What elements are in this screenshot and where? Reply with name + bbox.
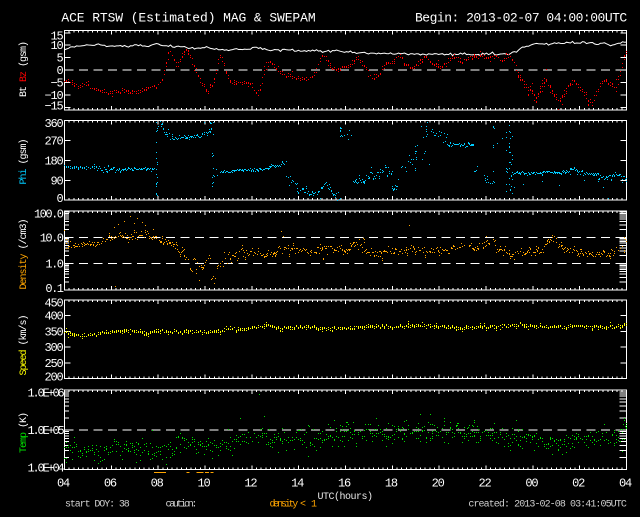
svg-text:12: 12 <box>244 477 257 491</box>
svg-text:04: 04 <box>57 477 70 491</box>
svg-text:1.0E+04: 1.0E+04 <box>27 462 64 476</box>
svg-text:18: 18 <box>385 477 398 491</box>
svg-text:14: 14 <box>291 477 304 491</box>
svg-text:start DOY: 38: start DOY: 38 <box>65 499 130 510</box>
svg-text:Begin: 2013-02-07 04:00:00UTC: Begin: 2013-02-07 04:00:00UTC <box>415 10 627 25</box>
svg-text:08: 08 <box>151 477 164 491</box>
svg-text:1.0: 1.0 <box>45 258 63 272</box>
svg-text:350: 350 <box>44 325 63 339</box>
svg-text:Bt Bz (gsm): Bt Bz (gsm) <box>18 42 30 97</box>
svg-text:16: 16 <box>338 477 351 491</box>
svg-text:15: 15 <box>50 29 63 43</box>
svg-text:90: 90 <box>50 174 63 188</box>
svg-text:250: 250 <box>44 357 63 371</box>
svg-text:400: 400 <box>44 310 63 324</box>
svg-text:450: 450 <box>44 297 63 311</box>
svg-text:1.0E+06: 1.0E+06 <box>27 387 64 401</box>
svg-text:< 1: < 1 <box>300 499 317 510</box>
svg-text:Speed (km/s): Speed (km/s) <box>18 315 30 375</box>
svg-text:0: 0 <box>56 64 63 78</box>
svg-text:10: 10 <box>197 477 210 491</box>
svg-text:0.1: 0.1 <box>45 282 63 296</box>
svg-text:300: 300 <box>44 341 63 355</box>
svg-text:UTC(hours): UTC(hours) <box>318 491 373 503</box>
svg-text:100.0: 100.0 <box>34 208 64 222</box>
svg-text:360: 360 <box>44 117 63 131</box>
svg-text:caution:: caution: <box>166 498 196 510</box>
svg-text:10.0: 10.0 <box>40 231 64 245</box>
svg-text:20: 20 <box>432 477 445 491</box>
svg-text:02: 02 <box>572 477 585 491</box>
svg-text:Phi (gsm): Phi (gsm) <box>18 139 30 184</box>
svg-text:270: 270 <box>44 134 63 148</box>
svg-text:0: 0 <box>56 192 63 206</box>
svg-text:22: 22 <box>478 477 491 491</box>
svg-text:04: 04 <box>619 477 632 491</box>
svg-text:00: 00 <box>525 477 538 491</box>
svg-text:180: 180 <box>44 154 63 168</box>
svg-text:created: 2013-02-08 03:41:05UT: created: 2013-02-08 03:41:05UTC <box>468 498 626 510</box>
svg-text:06: 06 <box>104 477 117 491</box>
svg-text:1.0E+05: 1.0E+05 <box>27 424 64 438</box>
svg-text:200: 200 <box>44 371 63 385</box>
svg-text:Density (/cm3): Density (/cm3) <box>18 219 30 289</box>
svg-text:−5: −5 <box>50 76 63 90</box>
svg-text:5: 5 <box>56 52 63 66</box>
svg-text:Temp (K): Temp (K) <box>18 413 30 453</box>
svg-text:−10: −10 <box>44 89 63 103</box>
svg-text:ACE RTSW (Estimated) MAG & SWE: ACE RTSW (Estimated) MAG & SWEPAM <box>61 10 315 25</box>
svg-text:10: 10 <box>50 39 63 53</box>
svg-text:−15: −15 <box>44 99 63 113</box>
svg-text:density: density <box>270 498 299 510</box>
